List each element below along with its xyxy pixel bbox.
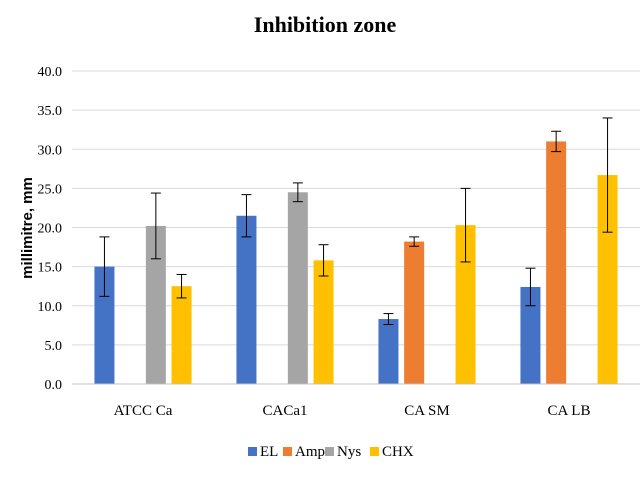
- y-tick-label: 0.0: [45, 378, 63, 393]
- legend-swatch: [325, 447, 334, 456]
- legend-label: Nys: [337, 444, 361, 460]
- y-tick-label: 15.0: [38, 261, 63, 276]
- legend: EL Amp Nys CHX: [248, 444, 414, 460]
- bar-el-1: [236, 215, 257, 384]
- error-bar: [551, 130, 562, 153]
- y-axis-ticks: 0.0 5.0 10.0 15.0 20.0 25.0 30.0 35.0 40.0: [38, 65, 63, 393]
- bar-chx-3: [597, 175, 618, 384]
- bar-el-3: [520, 286, 541, 384]
- error-bar: [409, 236, 420, 247]
- error-bar: [150, 192, 161, 260]
- bar-chx-0: [171, 286, 192, 384]
- error-bar: [318, 244, 329, 277]
- error-bars: [99, 117, 613, 326]
- x-category-label: CA LB: [548, 403, 591, 419]
- bar-amp-2: [404, 241, 425, 384]
- bar-nys-0: [145, 225, 166, 384]
- legend-label: EL: [260, 444, 278, 460]
- chart-title: Inhibition zone: [254, 12, 397, 37]
- y-tick-label: 5.0: [45, 339, 63, 354]
- error-bar: [176, 273, 187, 299]
- legend-item-chx: CHX: [370, 444, 414, 460]
- legend-swatch: [248, 447, 257, 456]
- error-bar: [383, 313, 394, 326]
- bar-chx-2: [455, 225, 476, 384]
- error-bar: [241, 194, 252, 238]
- error-bar: [99, 236, 110, 297]
- legend-swatch: [370, 447, 379, 456]
- legend-swatch: [283, 447, 292, 456]
- x-axis-categories: ATCC Ca CACa1 CA SM CA LB: [114, 403, 591, 419]
- legend-label: Amp: [295, 444, 325, 460]
- legend-item-amp: Amp: [283, 444, 325, 460]
- bar-el-2: [378, 319, 399, 384]
- error-bar: [525, 267, 536, 307]
- error-bar: [460, 187, 471, 263]
- x-category-label: ATCC Ca: [114, 403, 173, 419]
- bar-chx-1: [313, 260, 334, 384]
- legend-item-nys: Nys: [325, 444, 361, 460]
- error-bar: [292, 182, 303, 203]
- gridlines: [72, 70, 640, 346]
- y-axis-label: millimitre, mm: [19, 177, 36, 279]
- x-category-label: CA SM: [404, 403, 449, 419]
- error-bar: [602, 117, 613, 233]
- y-tick-label: 35.0: [38, 104, 63, 119]
- bar-amp-3: [546, 141, 567, 384]
- y-tick-label: 30.0: [38, 143, 63, 158]
- y-tick-label: 20.0: [38, 222, 63, 237]
- legend-label: CHX: [382, 444, 414, 460]
- x-category-label: CACa1: [263, 403, 308, 419]
- y-tick-label: 25.0: [38, 182, 63, 197]
- bar-nys-1: [287, 192, 308, 384]
- legend-item-el: EL: [248, 444, 278, 460]
- bars: [94, 141, 618, 384]
- y-tick-label: 10.0: [38, 300, 63, 315]
- y-tick-label: 40.0: [38, 65, 63, 80]
